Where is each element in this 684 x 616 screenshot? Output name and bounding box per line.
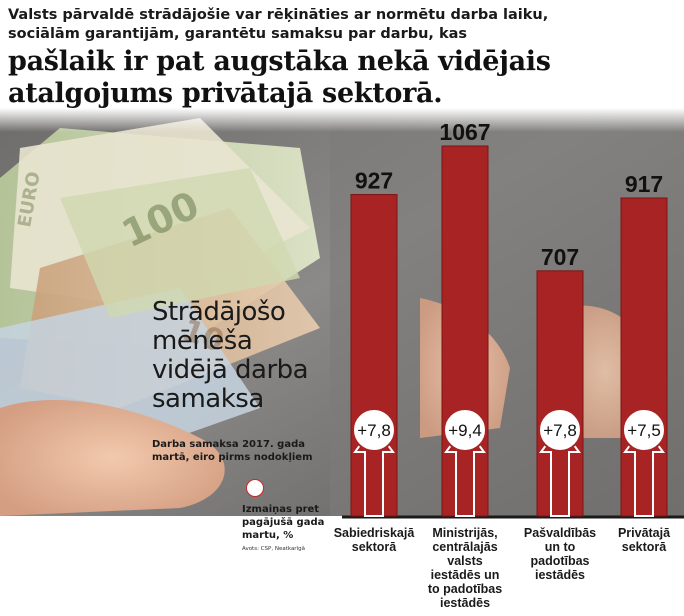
- change-pct-label: +7,5: [627, 421, 661, 440]
- category-label-line: sektorā: [351, 540, 397, 554]
- bar-value-label: 927: [355, 168, 393, 194]
- change-pct-label: +7,8: [357, 421, 391, 440]
- change-pct-label: +7,8: [543, 421, 577, 440]
- bar-value-label: 917: [625, 171, 663, 197]
- chart-title-line: Strādājošo: [152, 297, 286, 327]
- chart-title-line: vidējā darba: [152, 355, 309, 385]
- category-label-line: Pašvaldībās: [523, 526, 597, 540]
- chart-title: Strādājošo mēneša vidējā darba samaksa: [152, 298, 352, 414]
- legend-circle-icon: [246, 479, 264, 497]
- source-note: Avots: CSP, Neatkarīgā: [242, 546, 305, 552]
- category-label-line: Sabiedriskajā: [333, 526, 415, 540]
- category-label-line: iestādēs un: [430, 568, 500, 582]
- headline-line-1: Valsts pārvaldē strādājošie var rēķināti…: [8, 7, 549, 23]
- change-circle: [352, 408, 396, 452]
- category-label-line: centrālajās: [432, 540, 498, 554]
- category-label-line: Privātajā: [617, 526, 671, 540]
- category-label: Sabiedriskajā sektorā: [334, 526, 415, 554]
- category-label-line: iestādēs: [534, 568, 586, 582]
- change-pct-label: +9,4: [448, 421, 482, 440]
- category-label-line: un to: [544, 540, 576, 554]
- chart-subtitle: Darba samaksa 2017. gada martā, eiro pir…: [152, 439, 313, 463]
- bar-value-label: 1067: [439, 119, 490, 145]
- category-label-line: valsts: [447, 554, 483, 568]
- category-label-line: sektorā: [621, 540, 667, 554]
- category-label-line: to padotības: [427, 582, 503, 596]
- category-label: Pašvaldībās un to padotības iestādēs: [524, 526, 596, 582]
- headline-line-2: sociālām garantijām, garantētu samaksu p…: [8, 26, 468, 42]
- legend-label: Izmaiņas pret pagājušā gada martu, %: [242, 504, 325, 541]
- category-label-line: padotības: [530, 554, 590, 568]
- change-circle: [538, 408, 582, 452]
- category-label-line: iestādēs: [439, 596, 491, 610]
- change-circle: [622, 408, 666, 452]
- chart-title-line: mēneša: [152, 326, 253, 356]
- bar-value-label: 707: [541, 244, 579, 270]
- category-label-line: Ministrijās,: [432, 526, 498, 540]
- chart-title-line: samaksa: [152, 384, 264, 414]
- headline-line-3: pašlaik ir pat augstāka nekā vidējais: [8, 46, 551, 77]
- category-label: Ministrijās, centrālajās valsts iestādēs un…: [428, 526, 502, 610]
- headline-line-4: atalgojums privātajā sektorā.: [8, 78, 443, 109]
- change-circle: [443, 408, 487, 452]
- category-label: Privātajā sektorā: [618, 526, 670, 554]
